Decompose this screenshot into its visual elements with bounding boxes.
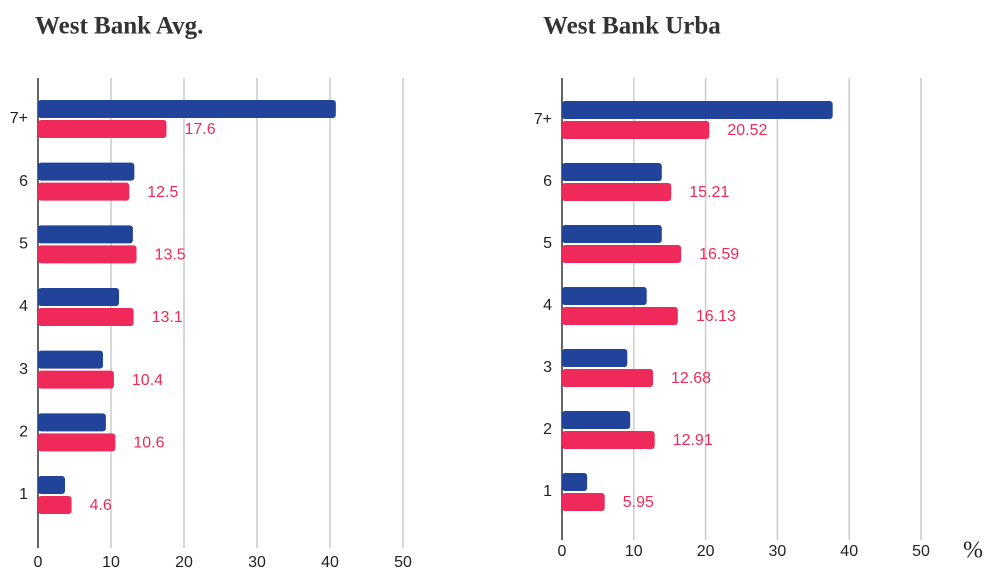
x-tick-label: 50	[394, 554, 412, 571]
bar	[562, 101, 833, 119]
bar	[562, 121, 710, 139]
chart-title: West Bank Avg.	[35, 13, 203, 40]
bar	[38, 350, 103, 369]
y-tick-label: 3	[19, 361, 28, 378]
value-label: 4.6	[90, 497, 112, 514]
y-tick-label: 4	[543, 297, 552, 314]
bar	[38, 413, 106, 432]
bar	[562, 493, 605, 511]
x-axis-label: %	[963, 538, 983, 564]
x-tick-label: 10	[625, 543, 643, 560]
bar	[562, 183, 672, 201]
bar	[562, 369, 654, 387]
y-tick-label: 3	[543, 359, 552, 376]
x-tick-label: 10	[102, 554, 120, 571]
bar	[38, 496, 72, 514]
x-tick-label: 30	[248, 554, 266, 571]
bar	[38, 100, 336, 118]
value-label: 16.13	[696, 308, 736, 325]
value-label: 16.59	[699, 246, 739, 263]
value-label: 13.5	[155, 247, 186, 264]
y-tick-label: 1	[543, 483, 552, 500]
y-tick-label: 4	[19, 298, 28, 315]
y-tick-label: 5	[19, 236, 28, 253]
value-label: 12.68	[671, 370, 711, 387]
value-label: 15.21	[689, 184, 729, 201]
bar	[562, 245, 682, 263]
x-tick-label: 30	[769, 543, 787, 560]
y-tick-label: 5	[543, 235, 552, 252]
bar	[562, 473, 588, 491]
value-label: 10.6	[133, 435, 164, 452]
bar	[38, 225, 133, 244]
bar	[38, 370, 114, 389]
x-tick-label: 0	[558, 543, 567, 560]
bar	[562, 349, 628, 367]
y-tick-label: 6	[543, 173, 552, 190]
value-label: 5.95	[623, 494, 654, 511]
bar	[38, 245, 137, 264]
value-label: 17.6	[184, 121, 215, 138]
y-tick-label: 6	[19, 173, 28, 190]
bar	[38, 162, 135, 181]
x-tick-label: 40	[840, 543, 858, 560]
chart-title: West Bank Urba	[543, 13, 721, 40]
bar	[562, 225, 662, 243]
x-tick-label: 20	[697, 543, 715, 560]
bar	[562, 411, 631, 429]
y-tick-label: 2	[19, 424, 28, 441]
bar	[562, 287, 647, 305]
value-label: 20.52	[727, 122, 767, 139]
value-label: 13.1	[152, 309, 183, 326]
bar	[38, 182, 130, 201]
y-tick-label: 1	[19, 486, 28, 503]
x-tick-label: 40	[321, 554, 339, 571]
x-tick-label: 0	[34, 554, 43, 571]
y-tick-label: 7+	[10, 110, 28, 127]
y-tick-label: 2	[543, 421, 552, 438]
value-label: 10.4	[132, 372, 163, 389]
bar	[38, 308, 134, 326]
value-label: 12.91	[673, 432, 713, 449]
value-label: 12.5	[147, 184, 178, 201]
bar	[38, 120, 167, 138]
x-tick-label: 20	[175, 554, 193, 571]
bar	[38, 433, 116, 452]
bar	[562, 307, 678, 325]
y-tick-label: 7+	[534, 111, 552, 128]
bar	[38, 476, 66, 494]
bar	[38, 288, 120, 306]
x-tick-label: 50	[912, 543, 930, 560]
bar	[562, 163, 662, 181]
bar	[562, 431, 655, 449]
